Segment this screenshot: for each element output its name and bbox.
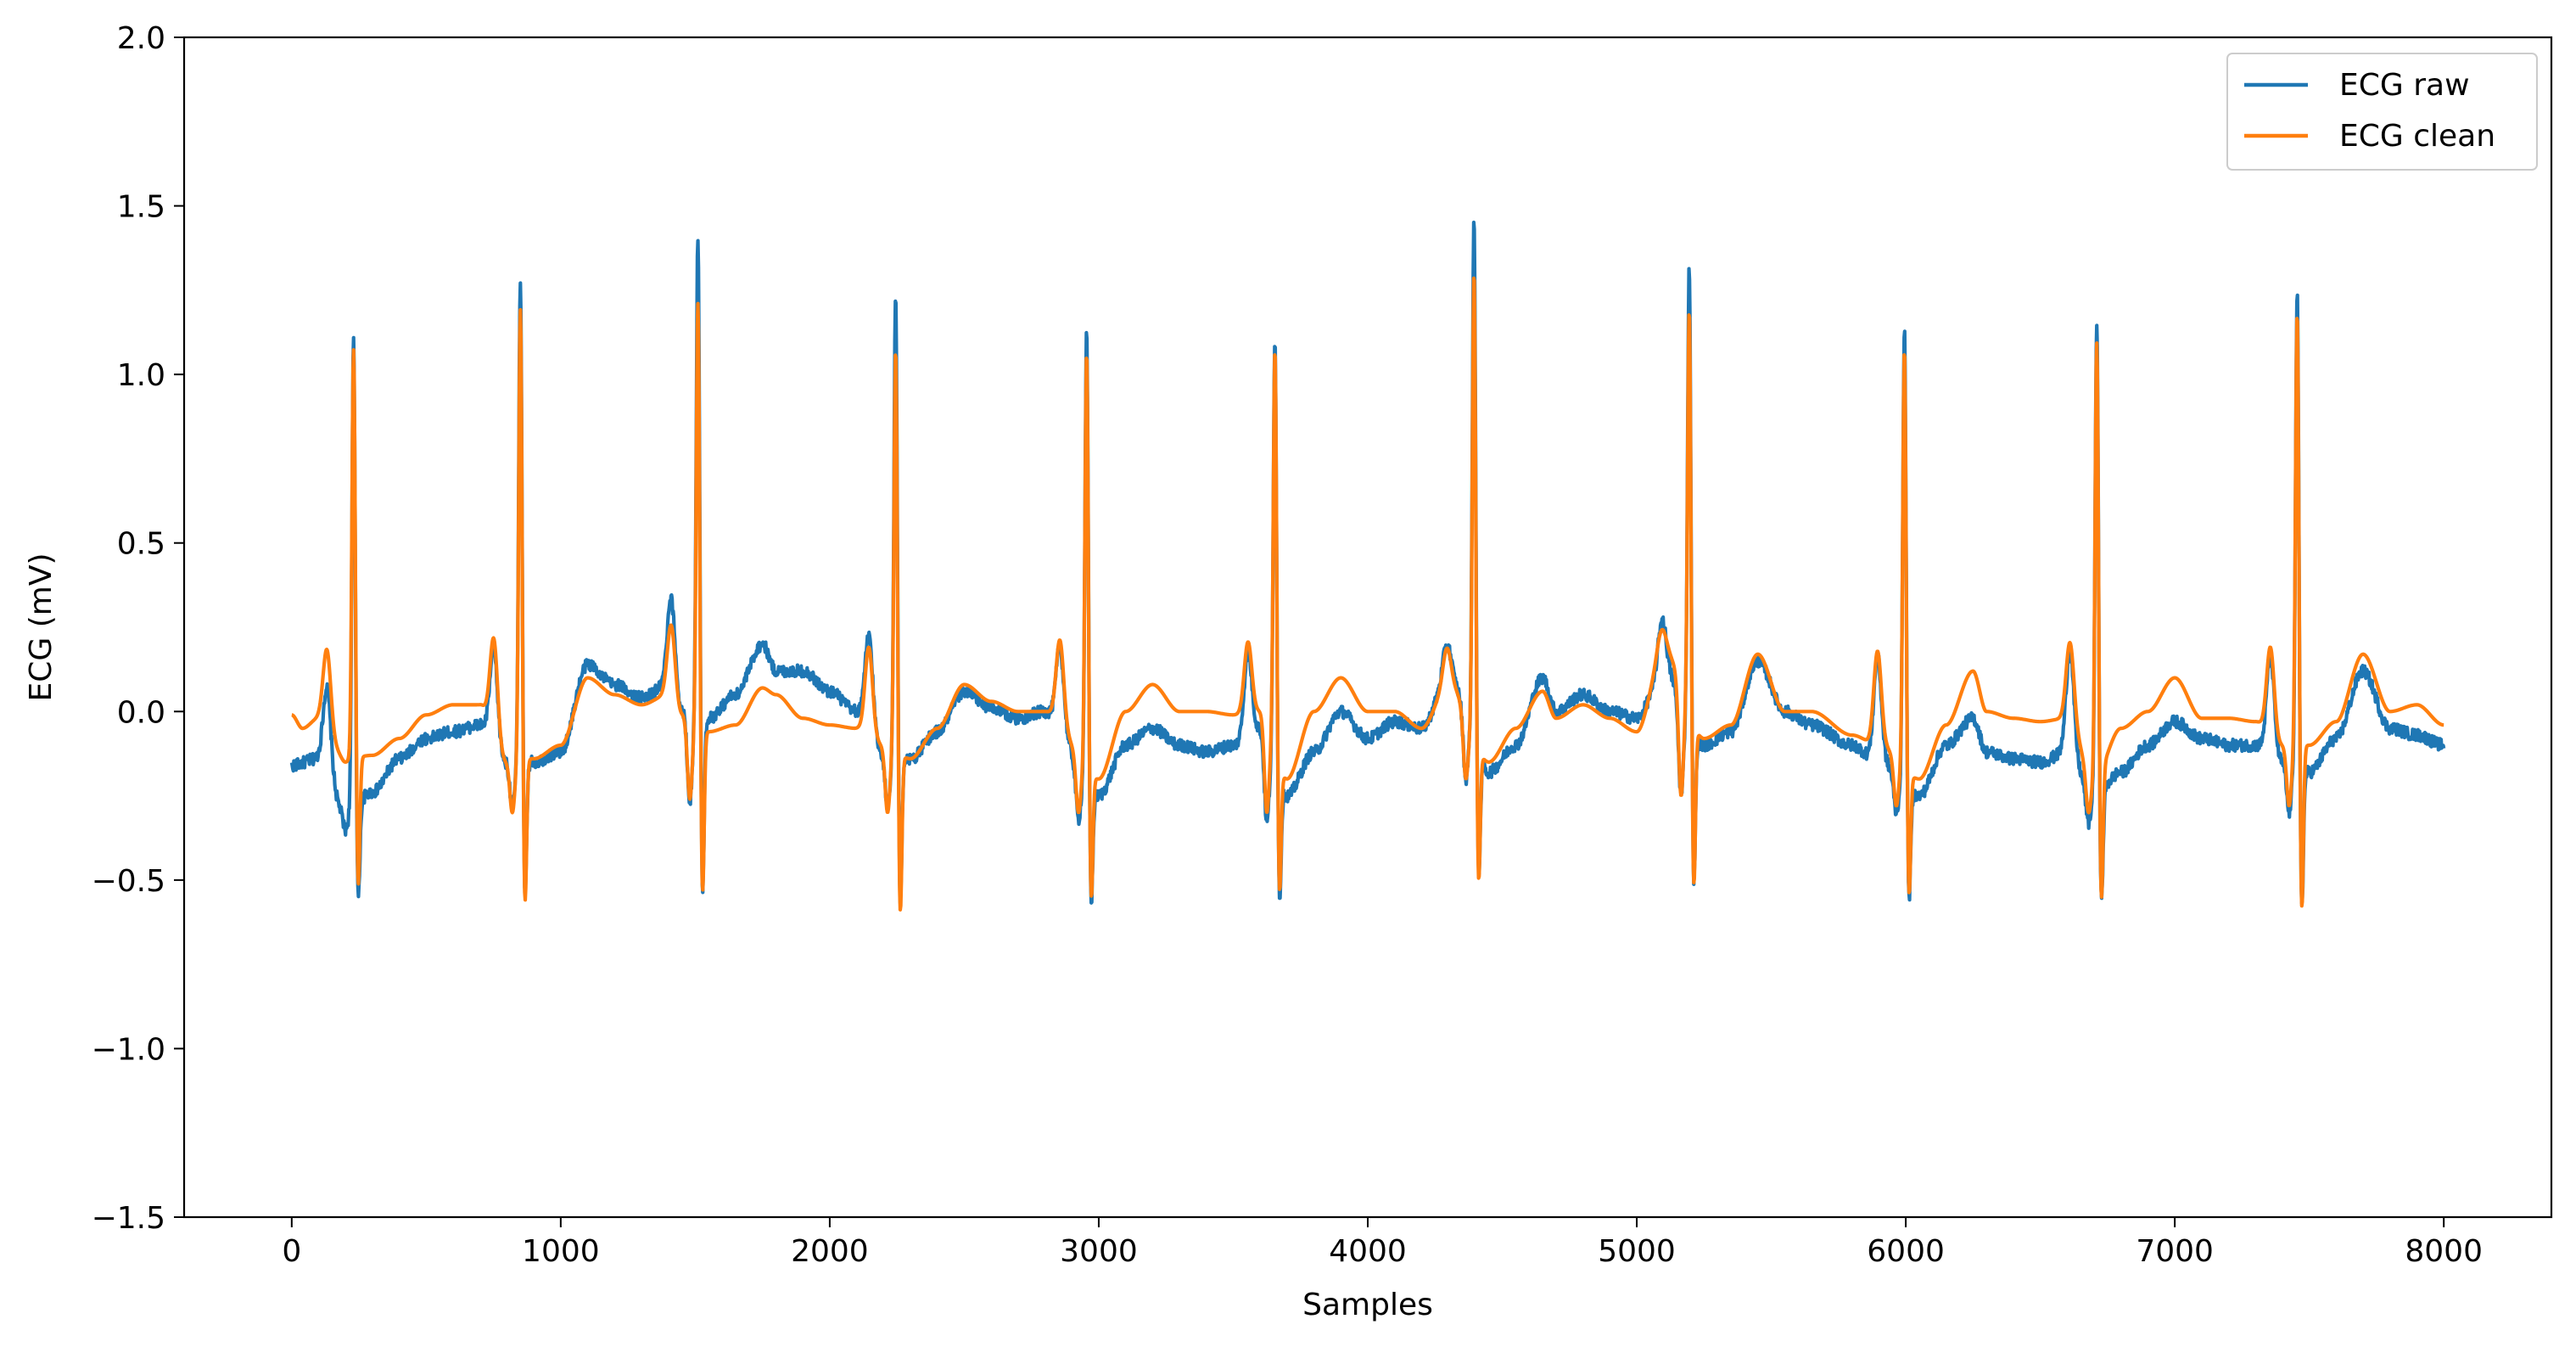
x-tick-label: 8000 [2405, 1234, 2483, 1269]
y-tick-label: 0.0 [117, 695, 165, 730]
x-axis: 0 1000 2000 3000 4000 5000 6000 7000 8000 [282, 1217, 2483, 1269]
legend: ECG raw ECG clean [2226, 53, 2538, 171]
x-tick-label: 7000 [2136, 1234, 2214, 1269]
y-axis-label: ECG (mV) [24, 553, 59, 701]
y-axis: −1.5 −1.0 −0.5 0.0 0.5 1.0 1.5 2.0 [92, 21, 184, 1236]
y-tick-label: −1.0 [92, 1032, 165, 1067]
x-tick-label: 2000 [791, 1234, 869, 1269]
legend-label-raw: ECG raw [2339, 68, 2470, 103]
x-tick-label: 1000 [522, 1234, 600, 1269]
series-layer [289, 220, 2446, 912]
y-tick-label: −1.5 [92, 1201, 165, 1236]
y-tick-label: 0.5 [117, 527, 165, 562]
series-line-ecg-clean [290, 276, 2445, 912]
legend-box [2226, 53, 2538, 171]
x-tick-label: 6000 [1867, 1234, 1945, 1269]
x-tick-label: 0 [282, 1234, 301, 1269]
y-tick-label: 1.5 [117, 190, 165, 225]
x-axis-label: Samples [1302, 1288, 1433, 1322]
y-tick-label: −0.5 [92, 864, 165, 899]
x-tick-label: 4000 [1329, 1234, 1407, 1269]
x-tick-label: 3000 [1060, 1234, 1138, 1269]
y-tick-label: 1.0 [117, 358, 165, 393]
y-tick-label: 2.0 [117, 21, 165, 56]
x-tick-label: 5000 [1598, 1234, 1676, 1269]
legend-label-clean: ECG clean [2339, 119, 2495, 154]
